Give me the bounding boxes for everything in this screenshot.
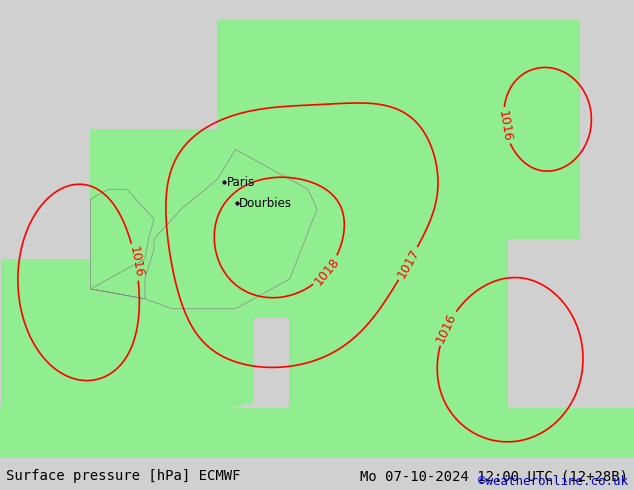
Text: Paris: Paris (226, 176, 255, 189)
Text: 1017: 1017 (394, 246, 422, 281)
Text: Dourbies: Dourbies (239, 196, 292, 210)
Text: ©weatheronline.co.uk: ©weatheronline.co.uk (477, 475, 628, 489)
Text: Mo 07-10-2024 12:00 UTC (12+28B): Mo 07-10-2024 12:00 UTC (12+28B) (359, 469, 628, 483)
Text: 1016: 1016 (126, 245, 145, 279)
Text: 1018: 1018 (311, 255, 342, 288)
Text: Surface pressure [hPa] ECMWF: Surface pressure [hPa] ECMWF (6, 469, 241, 483)
Text: 1016: 1016 (496, 109, 514, 142)
Text: 1016: 1016 (434, 311, 459, 345)
